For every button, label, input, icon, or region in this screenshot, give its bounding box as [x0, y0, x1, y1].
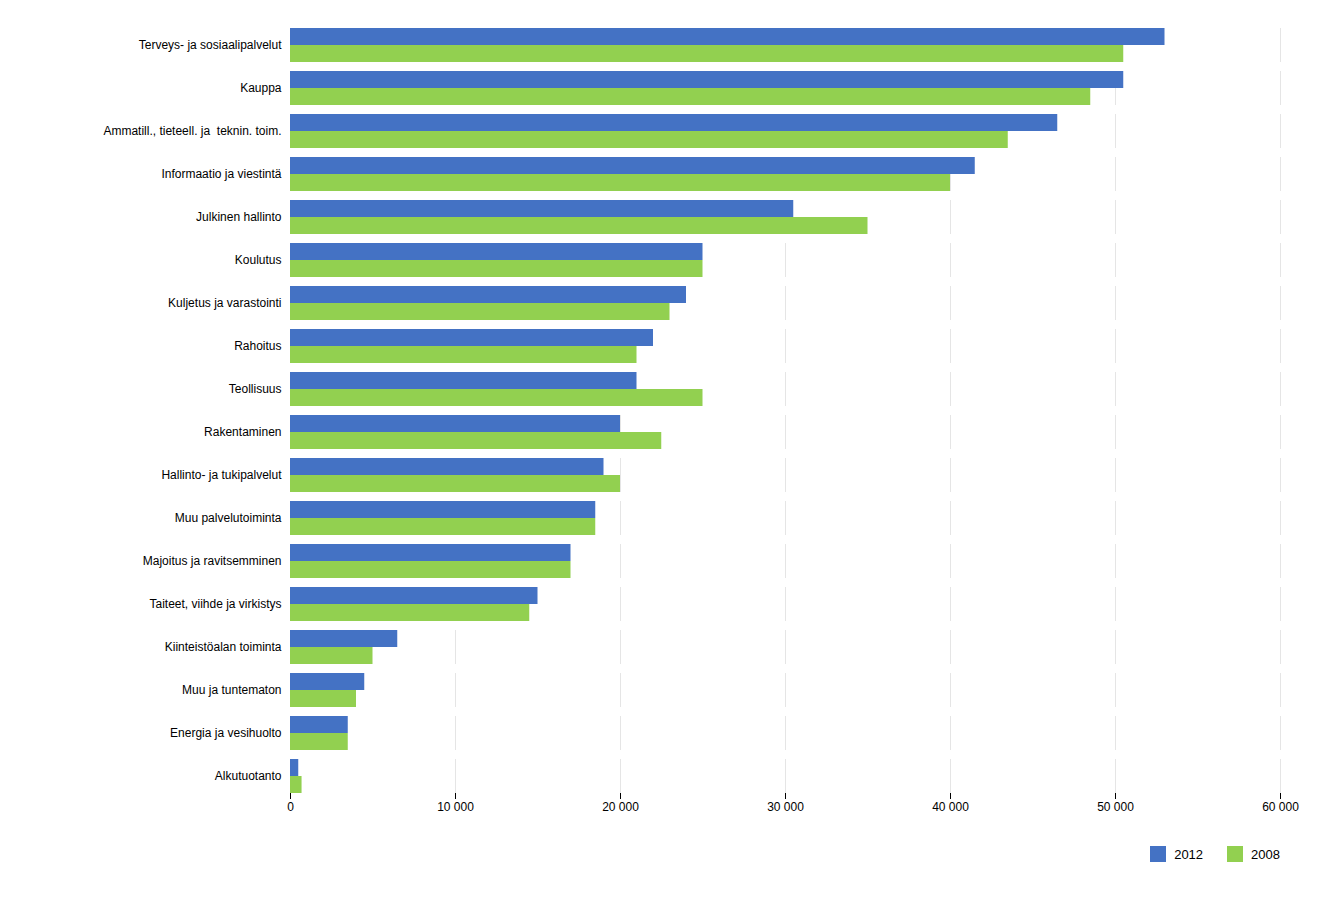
svg-text:Muu palvelutoiminta: Muu palvelutoiminta: [175, 511, 282, 525]
svg-text:30 000: 30 000: [767, 800, 804, 814]
svg-text:40 000: 40 000: [932, 800, 969, 814]
svg-text:Taiteet, viihde ja virkistys: Taiteet, viihde ja virkistys: [149, 597, 281, 611]
html-text:2012: 2012: [1174, 846, 1204, 862]
svg-text:Hallinto- ja tukipalvelut: Hallinto- ja tukipalvelut: [161, 468, 282, 482]
svg-text:Energia ja vesihuolto: Energia ja vesihuolto: [170, 726, 282, 740]
svg-text:0: 0: [287, 800, 294, 814]
svg-text:Rakentaminen: Rakentaminen: [204, 425, 281, 439]
svg-text:Koulutus: Koulutus: [235, 253, 282, 267]
svg-text:50 000: 50 000: [1097, 800, 1134, 814]
svg-text:Kauppa: Kauppa: [240, 81, 282, 95]
svg-text:Terveys- ja sosiaalipalvelut: Terveys- ja sosiaalipalvelut: [139, 38, 282, 52]
svg-text:Julkinen hallinto: Julkinen hallinto: [196, 210, 282, 224]
svg-text:60 000: 60 000: [1262, 800, 1299, 814]
html-text:2008: 2008: [1251, 846, 1280, 862]
svg-text:Muu ja tuntematon: Muu ja tuntematon: [182, 683, 281, 697]
svg-text:Teollisuus: Teollisuus: [229, 382, 282, 396]
svg-text:Majoitus ja ravitsemminen: Majoitus ja ravitsemminen: [143, 554, 282, 568]
svg-text:10 000: 10 000: [437, 800, 474, 814]
svg-text:Kuljetus ja varastointi: Kuljetus ja varastointi: [168, 296, 281, 310]
svg-text:Ammatill., tieteell. ja tekni: Ammatill., tieteell. ja teknin. toim.: [103, 124, 281, 138]
svg-text:Kiinteistöalan toiminta: Kiinteistöalan toiminta: [165, 640, 282, 654]
svg-text:20 000: 20 000: [602, 800, 639, 814]
svg-text:Rahoitus: Rahoitus: [234, 339, 281, 353]
svg-text:Alkutuotanto: Alkutuotanto: [215, 769, 282, 783]
svg-text:Informaatio ja viestintä: Informaatio ja viestintä: [161, 167, 281, 181]
